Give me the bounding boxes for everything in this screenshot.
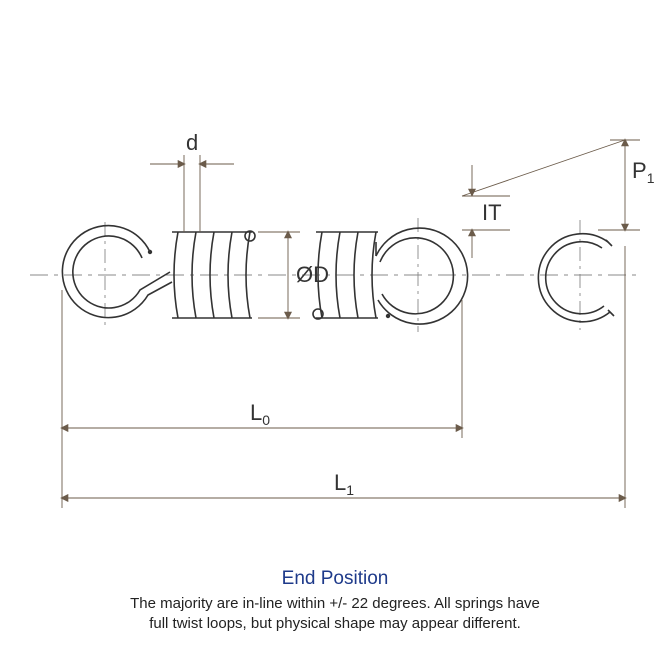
caption-line1: The majority are in-line within +/- 22 d…: [130, 595, 540, 612]
label-L1: L1: [334, 470, 354, 498]
label-L0: L0: [250, 400, 270, 428]
caption-title: End Position: [0, 568, 670, 590]
label-P1: P1: [632, 158, 655, 186]
dim-IT: [462, 140, 625, 258]
dim-P1: [598, 140, 640, 230]
dim-d: [150, 155, 234, 232]
end-view-hook: [538, 234, 614, 322]
label-OD: ØD: [296, 262, 329, 287]
right-hook: [376, 228, 468, 324]
left-hook: [62, 226, 172, 318]
label-IT: IT: [482, 200, 502, 225]
caption-line2: full twist loops, but physical shape may…: [149, 615, 521, 632]
coil-left: [172, 231, 255, 318]
caption-body: The majority are in-line within +/- 22 d…: [0, 594, 670, 635]
label-d: d: [186, 130, 198, 155]
